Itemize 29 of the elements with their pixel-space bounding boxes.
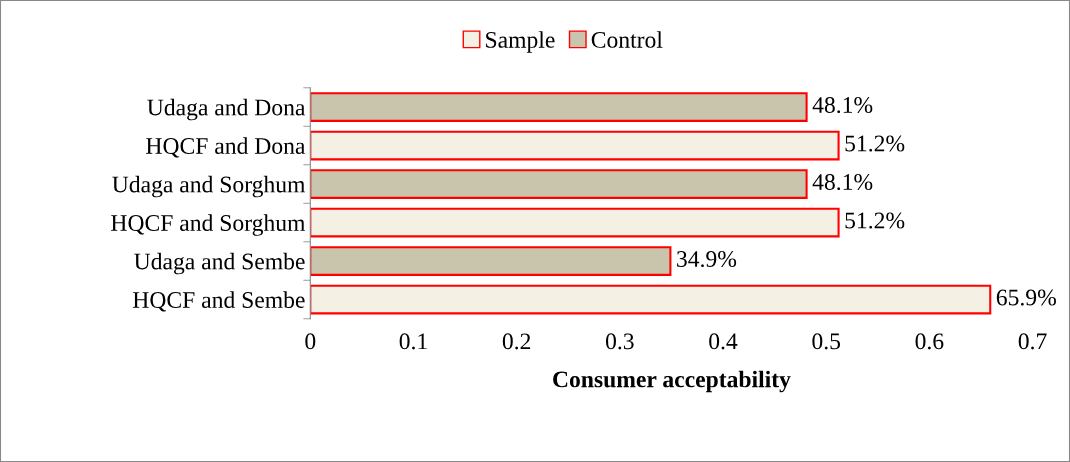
x-tick-label: 0.1 (399, 333, 427, 350)
data-label: 65.9% (996, 289, 1056, 306)
data-label: 51.2% (845, 135, 905, 152)
x-tick-label: 0.4 (709, 333, 738, 350)
y-tick-label: HQCF and Sorghum (111, 214, 306, 236)
x-tick-label: 0.2 (502, 333, 531, 350)
data-label: 48.1% (812, 97, 873, 114)
x-tick-label: 0.6 (915, 333, 944, 350)
bar (310, 246, 672, 276)
y-tick-label: HQCF and Sembe (132, 291, 305, 312)
legend-label: Sample (486, 31, 555, 53)
x-tick-label: 0.3 (605, 333, 634, 350)
x-tick-label: 0.7 (1018, 333, 1047, 350)
y-tick-label: Udaga and Sembe (134, 252, 305, 275)
y-tick-label: Udaga and Dona (147, 98, 306, 121)
x-tick-label: 0 (305, 333, 316, 350)
data-label: 51.2% (845, 212, 905, 229)
bar (310, 207, 840, 238)
y-tick-label: Udaga and Sorghum (112, 175, 306, 198)
data-label: 34.9% (677, 251, 737, 268)
bar (310, 284, 992, 315)
bar (310, 130, 840, 161)
x-tick-label: 0.5 (812, 333, 841, 350)
legend-label: Control (591, 31, 663, 48)
x-axis-title: Consumer acceptability (553, 370, 791, 393)
bar (310, 169, 808, 199)
y-tick-label: HQCF and Dona (146, 137, 306, 158)
bar (310, 92, 808, 122)
data-label: 48.1% (812, 174, 873, 191)
